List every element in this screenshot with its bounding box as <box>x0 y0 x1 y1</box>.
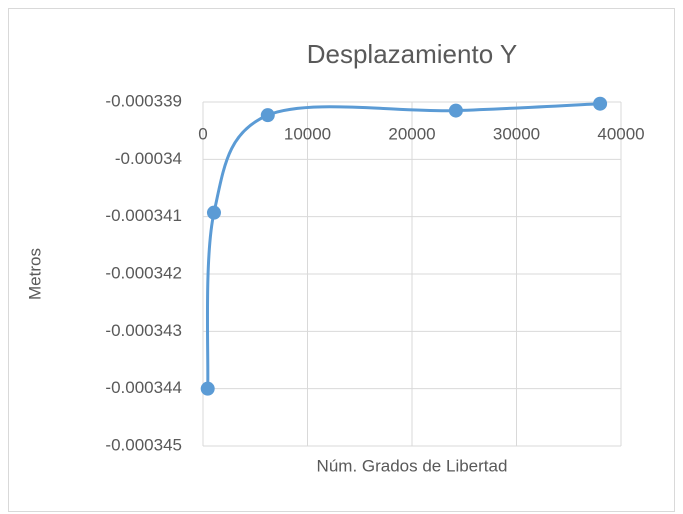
data-point <box>200 381 215 396</box>
y-axis-label: Metros <box>25 248 44 300</box>
x-tick-label: 0 <box>198 124 207 143</box>
y-tick-label: -0.00034 <box>115 149 182 168</box>
data-point <box>448 103 463 118</box>
y-tick-label: -0.000344 <box>105 378 182 397</box>
data-point <box>593 96 608 111</box>
chart-frame <box>8 8 675 512</box>
y-tick-label: -0.000342 <box>105 263 182 282</box>
x-tick-label: 10000 <box>284 124 331 143</box>
data-point <box>206 205 221 220</box>
x-tick-label: 20000 <box>388 124 435 143</box>
x-tick-label: 40000 <box>597 124 644 143</box>
y-tick-label: -0.000345 <box>105 435 182 454</box>
chart-title: Desplazamiento Y <box>307 39 518 69</box>
data-point <box>260 108 275 123</box>
y-tick-label: -0.000341 <box>105 206 182 225</box>
y-tick-label: -0.000343 <box>105 321 182 340</box>
x-axis-label: Núm. Grados de Libertad <box>317 456 508 475</box>
x-tick-label: 30000 <box>493 124 540 143</box>
y-tick-label: -0.000339 <box>105 91 182 110</box>
